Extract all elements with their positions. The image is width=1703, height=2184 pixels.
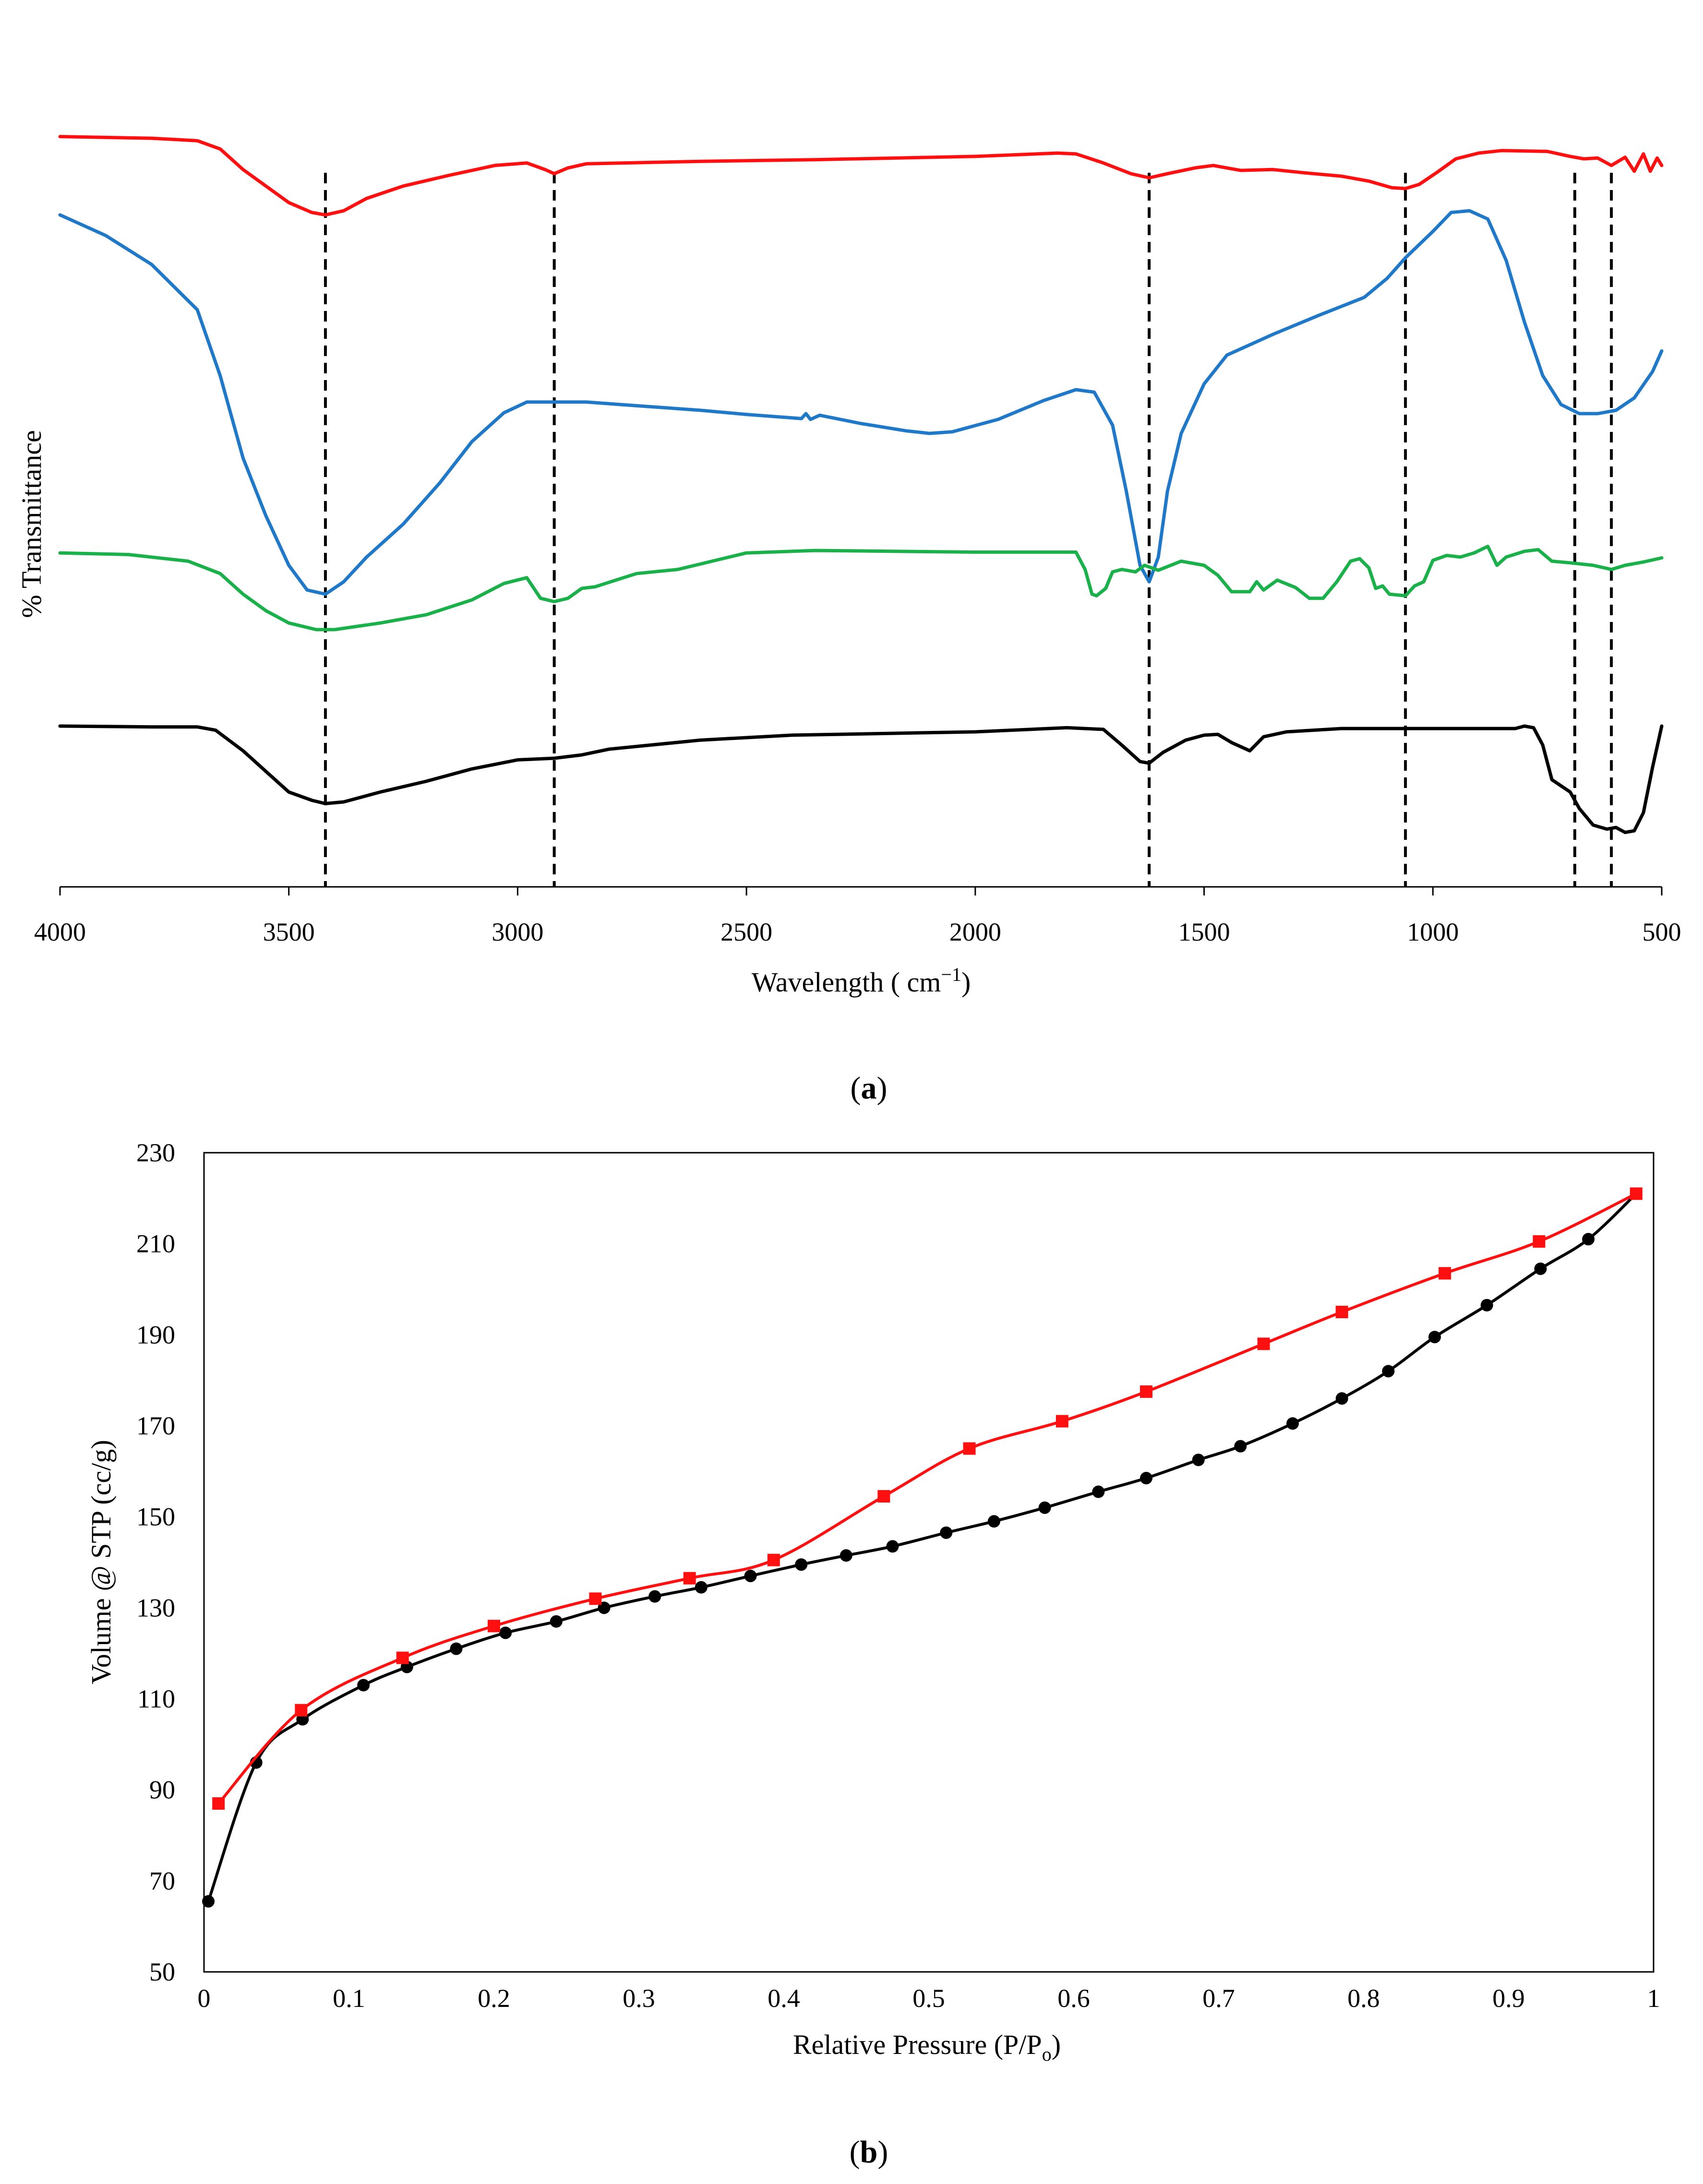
adsorption-point	[695, 1581, 708, 1594]
series-line-blue	[58, 209, 1664, 596]
y-tick-label: 130	[136, 1593, 175, 1622]
adsorption-point	[1286, 1417, 1299, 1430]
desorption-point	[1257, 1337, 1270, 1350]
x-tick-label: 1000	[1407, 918, 1459, 946]
x-tick-label: 0.1	[333, 1984, 365, 2013]
adsorption-point	[886, 1540, 899, 1553]
x-tick-label: 0.8	[1347, 1984, 1380, 2013]
adsorption-point	[987, 1515, 1000, 1528]
desorption-point	[1630, 1187, 1643, 1200]
panel-label-a: (a)	[851, 1071, 887, 1106]
adsorption-point	[1234, 1440, 1247, 1453]
adsorption-point	[1140, 1472, 1152, 1485]
desorption-point	[963, 1442, 976, 1455]
x-axis-title: Wavelength ( cm−1)	[752, 964, 971, 998]
series-line-black	[58, 724, 1664, 835]
adsorption-point	[1534, 1262, 1547, 1275]
desorption-point	[1533, 1235, 1546, 1248]
y-axis-title: % Transmittance	[16, 430, 47, 618]
y-tick-label: 230	[136, 1138, 175, 1167]
adsorption-point	[1480, 1299, 1493, 1312]
x-tick-label: 1500	[1178, 918, 1230, 946]
isotherm-series	[202, 1187, 1643, 1908]
adsorption-point	[1428, 1331, 1441, 1344]
desorption-point	[488, 1620, 500, 1633]
panel-label-b: (b)	[850, 2135, 888, 2170]
y-tick-label: 150	[136, 1503, 175, 1531]
adsorption-point	[1582, 1233, 1595, 1246]
reference-lines	[324, 173, 1613, 887]
y-tick-label: 110	[137, 1684, 175, 1713]
adsorption-point	[648, 1590, 661, 1603]
x-tick-label: 3500	[263, 918, 315, 946]
series-line-red	[58, 135, 1664, 217]
adsorption-point	[1335, 1392, 1348, 1405]
isotherm-chart: 0 0.1 0.2 0.3 0.4 0.5 0.6 0.7 0.8 0.9 150709011013…	[85, 1138, 1660, 2170]
adsorption-point	[357, 1679, 370, 1692]
x-tick-label: 0.9	[1492, 1984, 1525, 2013]
desorption-point	[295, 1704, 308, 1717]
desorption-point	[1335, 1305, 1348, 1318]
x-tick-label: 0.5	[912, 1984, 945, 2013]
x-tick-label: 3000	[492, 918, 543, 946]
series-line-desorption	[217, 1192, 1637, 1805]
y-axis-title: Volume @ STP (cc/g)	[85, 1440, 117, 1684]
x-tick-label: 2500	[720, 918, 772, 946]
x-axis-title: Relative Pressure (P/Po)	[793, 2029, 1061, 2065]
adsorption-point	[1382, 1365, 1395, 1378]
adsorption-point	[1192, 1454, 1205, 1467]
desorption-point	[1140, 1385, 1152, 1398]
x-tick-label: 1	[1647, 1984, 1660, 2013]
plot-area-frame	[203, 1152, 1655, 1973]
x-tick-label: 0.4	[768, 1984, 800, 2013]
y-tick-label: 70	[149, 1866, 175, 1895]
series-line-green	[58, 545, 1664, 632]
x-tick-label: 4000	[34, 918, 86, 946]
adsorption-point	[744, 1569, 757, 1582]
adsorption-point	[550, 1615, 563, 1628]
desorption-point	[396, 1651, 409, 1664]
desorption-point	[212, 1797, 225, 1810]
desorption-point	[1439, 1267, 1451, 1280]
adsorption-point	[1092, 1485, 1105, 1498]
ftir-series	[58, 135, 1664, 835]
y-tick-label: 50	[149, 1957, 175, 1986]
adsorption-point	[499, 1626, 512, 1639]
adsorption-point	[1038, 1501, 1051, 1514]
desorption-point	[1055, 1415, 1068, 1428]
adsorption-point	[450, 1642, 463, 1655]
adsorption-point	[795, 1558, 808, 1571]
x-tick-label: 500	[1643, 918, 1681, 946]
x-tick-label: 0.2	[478, 1984, 510, 2013]
x-tick-label: 0.6	[1057, 1984, 1090, 2013]
y-tick-label: 170	[136, 1411, 175, 1440]
y-tick-label: 190	[136, 1320, 175, 1349]
y-tick-label: 90	[149, 1776, 175, 1804]
x-axis-ticks: 4000 3500 3000 2500 2000 1500 1000 500	[34, 887, 1681, 946]
desorption-point	[683, 1572, 696, 1585]
adsorption-point	[940, 1526, 953, 1539]
desorption-point	[767, 1553, 780, 1566]
desorption-point	[589, 1592, 602, 1605]
y-tick-label: 210	[136, 1229, 175, 1258]
x-tick-label: 0	[198, 1984, 211, 2013]
x-tick-label: 2000	[949, 918, 1001, 946]
adsorption-point	[202, 1895, 215, 1908]
adsorption-point	[840, 1549, 852, 1562]
x-tick-label: 0.3	[623, 1984, 655, 2013]
x-tick-label: 0.7	[1202, 1984, 1235, 2013]
axis-ticks: 0 0.1 0.2 0.3 0.4 0.5 0.6 0.7 0.8 0.9 150709011013…	[136, 1138, 1660, 2013]
ftir-chart: 4000 3500 3000 2500 2000 1500 1000 500 % Transm…	[16, 135, 1681, 1106]
desorption-point	[877, 1490, 890, 1503]
series-line-adsorption	[207, 1193, 1637, 1902]
